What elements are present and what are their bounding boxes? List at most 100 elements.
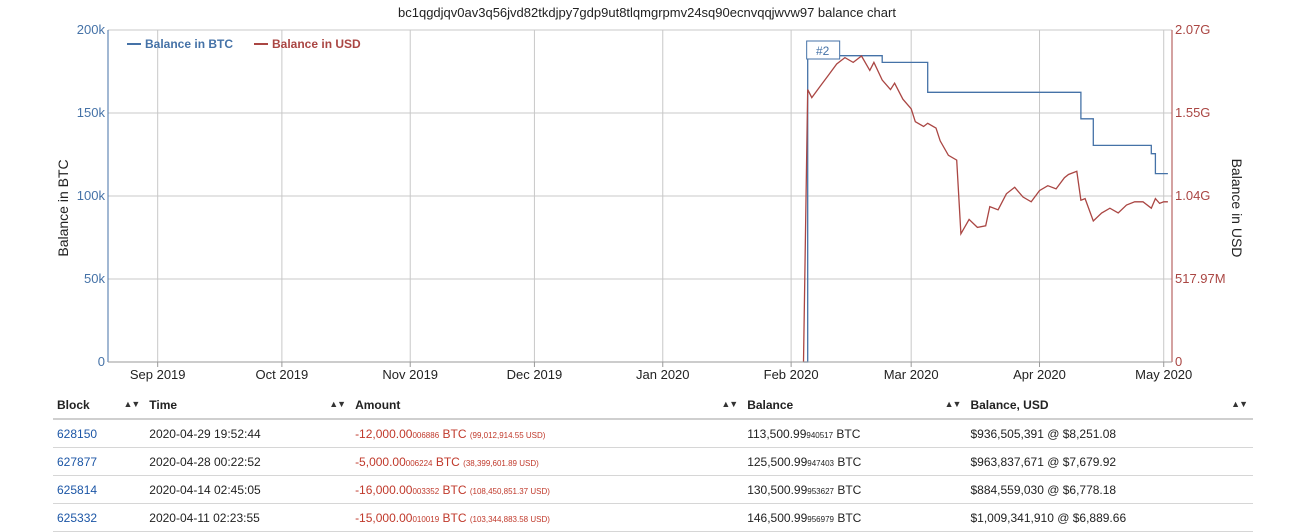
y-right-tick-label: 0 [1175, 354, 1182, 369]
cell-block: 625814 [53, 475, 146, 504]
amount-small: 010019 [412, 514, 440, 524]
table-row: 627877 2020-04-28 00:22:52 -5,000.000062… [53, 447, 1253, 476]
table-row: 625332 2020-04-11 02:23:55 -15,000.00010… [53, 503, 1253, 532]
x-tick-label: May 2020 [1135, 367, 1192, 382]
annotation-label: #2 [816, 44, 830, 58]
balance-unit: BTC [836, 426, 861, 441]
cell-time: 2020-04-14 02:45:05 [145, 475, 352, 504]
btc-balance-line [803, 55, 1168, 363]
y-axis-right-title: Balance in USD [1229, 159, 1245, 258]
chart-title: bc1qgdjqv0av3q56jvd82tkdjpy7gdp9ut8tlqmg… [398, 5, 896, 20]
balance-small: 947403 [807, 458, 834, 468]
cell-balance: 146,500.99956979 BTC [743, 503, 967, 532]
x-tick-label: Feb 2020 [764, 367, 819, 382]
y-axis-left-title: Balance in BTC [55, 159, 71, 256]
balance-small: 940517 [806, 430, 834, 440]
cell-block: 628150 [53, 419, 146, 448]
cell-balance-usd: $884,559,030 @ $6,778.18 [966, 475, 1253, 504]
chart-legend[interactable]: Balance in BTC Balance in USD [127, 37, 361, 51]
column-header-label: Amount [355, 398, 401, 412]
amount-small: 003352 [412, 486, 440, 496]
legend-btc-label[interactable]: Balance in BTC [145, 37, 233, 51]
x-tick-label: Mar 2020 [884, 367, 939, 382]
amount-usd: (103,344,883.58 USD) [469, 514, 550, 524]
chart-axes: 0 50k 100k 150k 200k 0 517.97M 1.04G 1.55G 2.07G S… [77, 22, 1226, 382]
balance-small: 956979 [807, 514, 834, 524]
amount-small: 006886 [412, 430, 440, 440]
column-header-block[interactable]: Block ▲▼ [53, 392, 146, 420]
balance-unit: BTC [837, 454, 862, 469]
sort-icon[interactable]: ▲▼ [721, 399, 738, 409]
y-left-tick-label: 150k [77, 105, 106, 120]
amount-main: -5,000.00 [355, 454, 406, 469]
column-header-label: Balance, USD [970, 398, 1049, 412]
balance-main: 125,500.99 [747, 454, 808, 469]
amount-unit: BTC [442, 482, 467, 497]
chart-series [802, 55, 1168, 363]
x-tick-label: Oct 2019 [256, 367, 309, 382]
balance-chart: bc1qgdjqv0av3q56jvd82tkdjpy7gdp9ut8tlqmg… [55, 5, 1245, 382]
cell-time: 2020-04-29 19:52:44 [145, 419, 352, 448]
cell-amount: -15,000.00010019 BTC (103,344,883.58 USD… [351, 503, 744, 532]
block-link[interactable]: 625332 [57, 510, 98, 525]
cell-balance-usd: $1,009,341,910 @ $6,889.66 [966, 503, 1253, 532]
amount-usd: (99,012,914.55 USD) [469, 430, 546, 440]
column-header-amount[interactable]: Amount ▲▼ [351, 392, 744, 420]
y-right-tick-label: 1.55G [1175, 105, 1210, 120]
cell-amount: -12,000.00006886 BTC (99,012,914.55 USD) [351, 419, 744, 448]
balance-unit: BTC [837, 510, 862, 525]
sort-icon[interactable]: ▲▼ [329, 399, 346, 409]
sort-icon[interactable]: ▲▼ [1231, 399, 1248, 409]
legend-usd-label[interactable]: Balance in USD [272, 37, 361, 51]
balance-main: 113,500.99 [747, 426, 807, 441]
x-tick-label: Apr 2020 [1013, 367, 1066, 382]
column-header-time[interactable]: Time ▲▼ [145, 392, 352, 420]
amount-unit: BTC [435, 454, 460, 469]
cell-balance: 130,500.99953627 BTC [743, 475, 967, 504]
cell-block: 625332 [53, 503, 146, 532]
sort-icon[interactable]: ▲▼ [123, 399, 140, 409]
balance-main: 130,500.99 [747, 482, 808, 497]
column-header-label: Block [57, 398, 90, 412]
usd-balance-line [802, 55, 1168, 363]
cell-balance-usd: $963,837,671 @ $7,679.92 [966, 447, 1253, 476]
balance-main: 146,500.99 [747, 510, 808, 525]
transactions-table: Block ▲▼ Time ▲▼ Amount ▲▼ Balance ▲▼ Balanc… [53, 392, 1253, 532]
x-tick-label: Dec 2019 [507, 367, 563, 382]
amount-usd: (38,399,601.89 USD) [463, 458, 539, 468]
amount-small: 006224 [405, 458, 433, 468]
cell-balance-usd: $936,505,391 @ $8,251.08 [966, 419, 1253, 448]
y-left-tick-label: 100k [77, 188, 106, 203]
balance-small: 953627 [807, 486, 834, 496]
cell-block: 627877 [53, 447, 146, 476]
cell-amount: -5,000.00006224 BTC (38,399,601.89 USD) [351, 447, 744, 476]
amount-usd: (108,450,851.37 USD) [469, 486, 550, 496]
column-header-balance-usd[interactable]: Balance, USD ▲▼ [966, 392, 1253, 420]
block-link[interactable]: 628150 [57, 426, 98, 441]
y-right-tick-label: 517.97M [1175, 271, 1226, 286]
table-row: 625814 2020-04-14 02:45:05 -16,000.00003… [53, 475, 1253, 504]
y-right-tick-label: 1.04G [1175, 188, 1210, 203]
amount-main: -16,000.00 [355, 482, 413, 497]
cell-time: 2020-04-11 02:23:55 [145, 503, 352, 532]
column-header-label: Time [149, 398, 178, 412]
table-header-row: Block ▲▼ Time ▲▼ Amount ▲▼ Balance ▲▼ Balanc… [53, 392, 1253, 420]
amount-main: -15,000.00 [355, 510, 413, 525]
block-link[interactable]: 627877 [57, 454, 98, 469]
column-header-balance[interactable]: Balance ▲▼ [743, 392, 967, 420]
annotation-flag [806, 40, 841, 60]
x-tick-label: Nov 2019 [382, 367, 438, 382]
amount-unit: BTC [442, 510, 467, 525]
amount-main: -12,000.00 [355, 426, 413, 441]
table-row: 628150 2020-04-29 19:52:44 -12,000.00006… [53, 419, 1253, 448]
cell-balance: 125,500.99947403 BTC [743, 447, 967, 476]
y-left-tick-label: 0 [98, 354, 105, 369]
x-tick-label: Jan 2020 [636, 367, 690, 382]
chart-annotation[interactable]: #2 [806, 40, 841, 60]
y-left-tick-label: 50k [84, 271, 105, 286]
balance-unit: BTC [837, 482, 862, 497]
chart-gridlines [108, 29, 1172, 363]
cell-balance: 113,500.99940517 BTC [743, 419, 967, 448]
sort-icon[interactable]: ▲▼ [944, 399, 962, 409]
block-link[interactable]: 625814 [57, 482, 98, 497]
